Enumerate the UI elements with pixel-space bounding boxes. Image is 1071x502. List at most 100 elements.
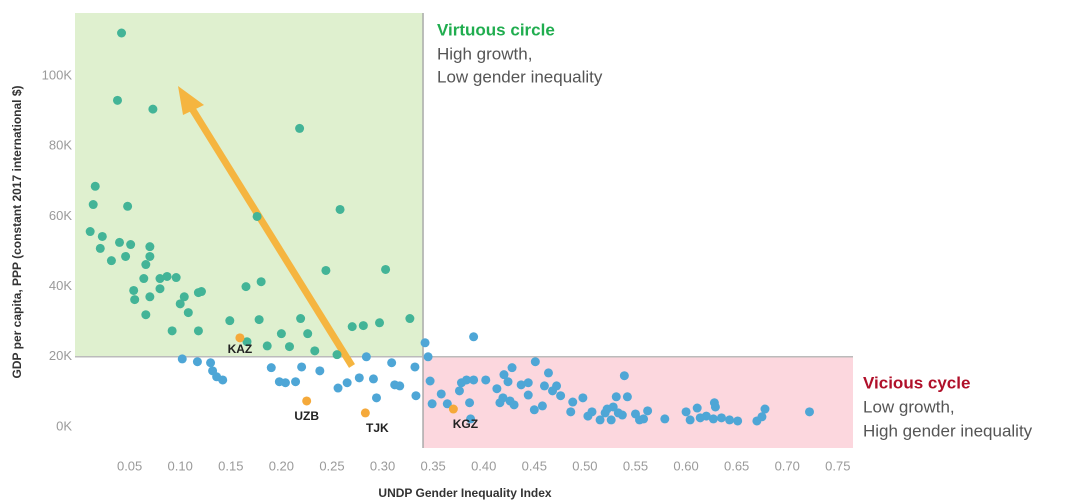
x-tick-label: 0.35 xyxy=(420,458,445,473)
country-label: KAZ xyxy=(228,342,253,356)
point xyxy=(568,397,578,407)
x-tick-label: 0.25 xyxy=(319,458,344,473)
annotation: High growth, xyxy=(437,44,532,63)
point xyxy=(710,402,720,412)
point xyxy=(303,329,313,339)
point xyxy=(360,408,370,418)
x-tick-label: 0.05 xyxy=(117,458,142,473)
point xyxy=(454,386,464,396)
point xyxy=(395,381,405,391)
point xyxy=(617,410,627,420)
point xyxy=(566,407,576,417)
point xyxy=(139,274,149,284)
point xyxy=(280,378,290,388)
x-tick-label: 0.55 xyxy=(623,458,648,473)
point xyxy=(556,391,566,401)
point xyxy=(420,338,430,348)
point xyxy=(725,415,735,425)
x-tick-label: 0.15 xyxy=(218,458,243,473)
point xyxy=(206,358,216,368)
point xyxy=(587,407,597,417)
point xyxy=(141,310,151,320)
point xyxy=(462,375,472,385)
point xyxy=(757,412,767,422)
point xyxy=(262,341,272,351)
y-axis-label: GDP per capita, PPP (constant 2017 inter… xyxy=(10,86,24,379)
point xyxy=(503,377,513,387)
trend-arrow-head xyxy=(178,86,204,115)
point xyxy=(358,321,368,331)
point xyxy=(276,329,286,339)
point xyxy=(539,381,549,391)
point xyxy=(371,393,381,403)
point xyxy=(760,404,770,414)
point xyxy=(129,285,139,295)
point xyxy=(177,354,187,364)
point xyxy=(492,384,502,394)
annotation: Low gender inequality xyxy=(437,67,603,86)
point xyxy=(315,366,325,376)
point xyxy=(252,211,262,221)
x-tick-label: 0.70 xyxy=(775,458,800,473)
point xyxy=(126,240,136,250)
point xyxy=(361,352,371,362)
x-tick-label: 0.30 xyxy=(370,458,395,473)
point xyxy=(733,416,743,426)
point xyxy=(335,204,345,214)
point xyxy=(254,315,264,325)
point xyxy=(291,377,301,387)
point xyxy=(537,401,547,411)
point xyxy=(692,403,702,413)
point xyxy=(368,374,378,384)
point xyxy=(97,231,107,241)
point xyxy=(552,381,562,391)
point xyxy=(595,415,605,425)
point xyxy=(523,378,533,388)
point xyxy=(469,332,479,342)
point xyxy=(148,104,158,114)
point xyxy=(235,333,245,343)
point xyxy=(578,393,588,403)
point xyxy=(410,362,420,372)
point xyxy=(681,407,691,417)
point xyxy=(130,295,140,305)
point xyxy=(498,393,508,403)
point xyxy=(302,396,312,406)
point xyxy=(155,284,165,294)
point xyxy=(411,391,421,401)
point xyxy=(716,413,726,423)
point xyxy=(804,407,814,417)
point xyxy=(685,415,695,425)
point xyxy=(543,368,553,378)
y-tick-label: 0K xyxy=(56,418,72,433)
x-tick-label: 0.60 xyxy=(673,458,698,473)
point xyxy=(192,357,202,367)
point xyxy=(145,292,155,302)
point xyxy=(448,404,458,414)
point xyxy=(530,357,540,367)
point xyxy=(141,260,151,270)
x-tick-label: 0.40 xyxy=(471,458,496,473)
point xyxy=(193,326,203,336)
y-tick-label: 60K xyxy=(49,208,72,223)
point xyxy=(523,390,533,400)
point xyxy=(405,314,415,324)
x-tick-label: 0.50 xyxy=(572,458,597,473)
point xyxy=(425,376,435,386)
point xyxy=(167,326,177,336)
point xyxy=(608,402,618,412)
point xyxy=(427,399,437,409)
point xyxy=(297,362,307,372)
point xyxy=(295,123,305,133)
vicious-quadrant xyxy=(423,356,853,448)
y-tick-label: 20K xyxy=(49,348,72,363)
point xyxy=(660,414,670,424)
point xyxy=(321,265,331,275)
point xyxy=(375,318,385,328)
point xyxy=(499,370,509,380)
country-label: KGZ xyxy=(453,417,478,431)
point xyxy=(423,352,433,362)
country-label: TJK xyxy=(366,421,389,435)
annotation: Virtuous circle xyxy=(437,20,555,39)
